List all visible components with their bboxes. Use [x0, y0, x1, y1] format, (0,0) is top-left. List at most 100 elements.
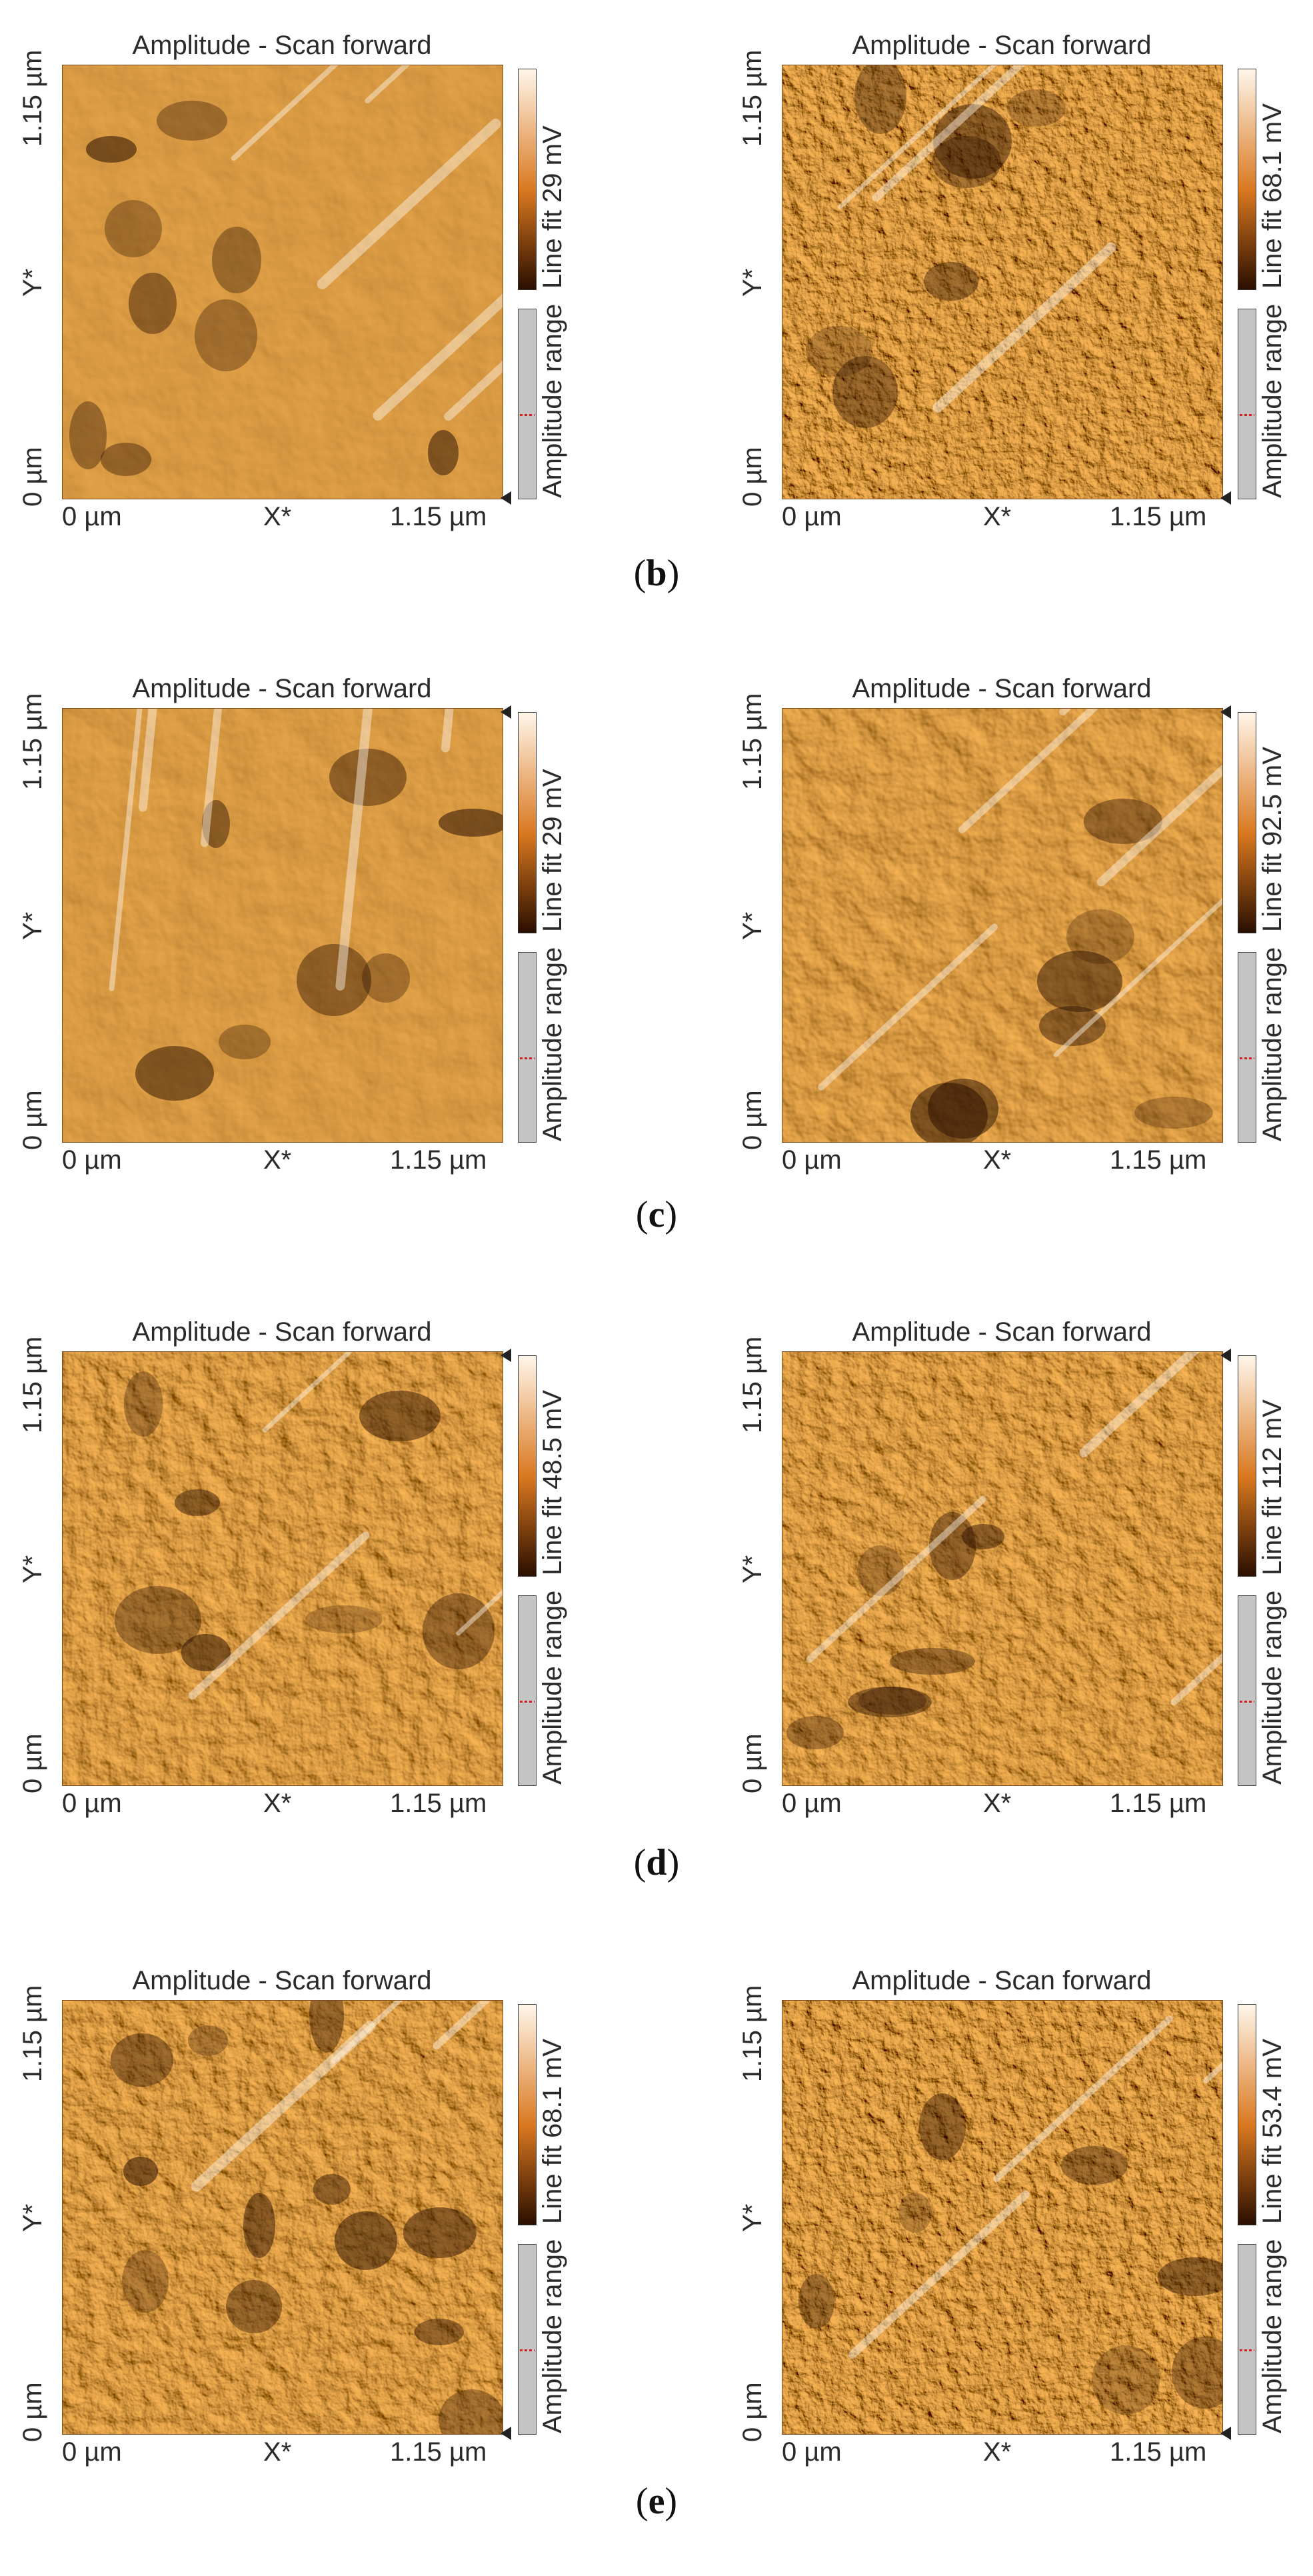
- scale-pointer-icon: [1220, 2427, 1231, 2440]
- surface-ridge: [806, 1495, 986, 1663]
- y-axis-label: Y*: [738, 2203, 767, 2232]
- afm-panel: Amplitude - Scan forward 1.15 µm Y* 0 µm 0 µ…: [10, 1317, 663, 1903]
- surface-feature: [898, 2193, 932, 2233]
- panel-title: Amplitude - Scan forward: [852, 1317, 1152, 1347]
- surface-feature: [1007, 89, 1066, 127]
- surface-feature: [428, 430, 459, 475]
- y-axis-label: Y*: [18, 1555, 47, 1583]
- afm-image: [782, 2000, 1223, 2435]
- surface-ridge: [456, 1589, 503, 1636]
- amplitude-range-bar: [1238, 1595, 1256, 1786]
- surface-feature: [439, 2389, 503, 2434]
- y-tick-top: 1.15 µm: [738, 1336, 767, 1433]
- panel-title: Amplitude - Scan forward: [132, 674, 432, 703]
- surface-feature: [111, 2033, 173, 2087]
- y-axis-label: Y*: [738, 911, 767, 940]
- amplitude-range-bar: [518, 2244, 537, 2435]
- x-tick-right: 1.15 µm: [390, 1145, 487, 1175]
- y-tick-bottom: 0 µm: [738, 1733, 767, 1793]
- afm-surface: [63, 1352, 503, 1785]
- surface-feature: [122, 2250, 169, 2313]
- x-axis-label: X*: [983, 1789, 1012, 1818]
- range-marker: [1240, 1057, 1254, 1059]
- surface-feature: [929, 1512, 976, 1580]
- surface-feature: [86, 136, 137, 163]
- surface-feature: [1172, 2337, 1222, 2409]
- line-fit-label: Line fit 53.4 mV: [1258, 2039, 1287, 2224]
- x-tick-right: 1.15 µm: [390, 1789, 487, 1818]
- amplitude-range-bar: [518, 952, 537, 1143]
- caption-letter: b: [646, 553, 667, 594]
- color-scale-bar: [1238, 2004, 1256, 2225]
- amplitude-range-bar: [518, 309, 537, 499]
- y-tick-top: 1.15 µm: [738, 1985, 767, 2082]
- y-axis-label: Y*: [738, 1555, 767, 1583]
- surface-feature: [786, 1716, 844, 1749]
- afm-image: [782, 708, 1223, 1143]
- surface-feature: [305, 1605, 383, 1633]
- surface-ridge: [433, 2001, 491, 2050]
- color-scale-bar: [1238, 712, 1256, 933]
- scale-pointer-icon: [501, 1349, 511, 1362]
- surface-ridge: [932, 242, 1116, 413]
- caption-letter: c: [648, 1194, 665, 1235]
- caption-open: (: [635, 1194, 649, 1235]
- x-tick-left: 0 µm: [782, 1145, 842, 1175]
- subfigure-caption: (b): [0, 552, 1313, 595]
- amplitude-range-bar: [518, 1595, 537, 1786]
- y-tick-bottom: 0 µm: [738, 447, 767, 507]
- surface-ridge: [138, 709, 157, 812]
- surface-ridge: [373, 293, 503, 421]
- y-tick-top: 1.15 µm: [18, 693, 47, 790]
- color-scale-bar: [518, 2004, 537, 2225]
- surface-feature: [359, 1391, 441, 1441]
- afm-panel: Amplitude - Scan forward 1.15 µm Y* 0 µm 0 µ…: [730, 673, 1313, 1260]
- amplitude-range-bar: [1238, 309, 1256, 499]
- afm-image: [62, 708, 503, 1143]
- surface-feature: [124, 1371, 163, 1437]
- x-axis-label: X*: [983, 1145, 1012, 1175]
- surface-ridge: [1170, 1653, 1222, 1706]
- surface-feature: [932, 136, 1001, 188]
- surface-feature: [832, 356, 898, 428]
- surface-feature: [1084, 799, 1162, 844]
- amplitude-range-label: Amplitude range: [1258, 1590, 1287, 1785]
- surface-feature: [910, 1083, 988, 1142]
- surface-ridge: [1079, 1352, 1200, 1457]
- surface-ridge: [1096, 764, 1222, 887]
- y-tick-top: 1.15 µm: [738, 693, 767, 790]
- y-axis-label: Y*: [738, 268, 767, 297]
- surface-feature: [243, 2193, 275, 2258]
- amplitude-range-label: Amplitude range: [1258, 2239, 1287, 2433]
- surface-ridge: [317, 118, 501, 289]
- surface-ridge: [231, 65, 339, 161]
- range-marker: [520, 414, 535, 416]
- surface-feature: [439, 809, 503, 837]
- surface-feature: [212, 227, 261, 293]
- afm-image: [782, 1351, 1223, 1786]
- y-tick-top: 1.15 µm: [18, 1985, 47, 2082]
- scale-pointer-icon: [501, 491, 511, 505]
- surface-feature: [175, 1489, 220, 1516]
- line-fit-label: Line fit 29 mV: [538, 769, 567, 932]
- surface-ridge: [365, 65, 410, 104]
- surface-feature: [297, 944, 371, 1016]
- panel-title: Amplitude - Scan forward: [852, 1966, 1152, 1995]
- scale-pointer-icon: [501, 705, 511, 719]
- x-tick-right: 1.15 µm: [1110, 2437, 1207, 2467]
- panel-title: Amplitude - Scan forward: [132, 1317, 432, 1347]
- surface-feature: [202, 800, 230, 848]
- panel-title: Amplitude - Scan forward: [132, 31, 432, 60]
- surface-feature: [123, 2157, 158, 2186]
- afm-image: [782, 65, 1223, 499]
- range-marker: [1240, 414, 1254, 416]
- subfigure-caption: (c): [0, 1193, 1313, 1236]
- surface-ridge: [335, 709, 373, 991]
- x-tick-right: 1.15 µm: [1110, 1145, 1207, 1175]
- surface-ridge: [191, 2021, 375, 2192]
- line-fit-label: Line fit 92.5 mV: [1258, 747, 1287, 932]
- color-scale-bar: [518, 1355, 537, 1577]
- caption-close: ): [664, 2481, 678, 2522]
- afm-image: [62, 2000, 503, 2435]
- y-axis-label: Y*: [18, 2203, 47, 2232]
